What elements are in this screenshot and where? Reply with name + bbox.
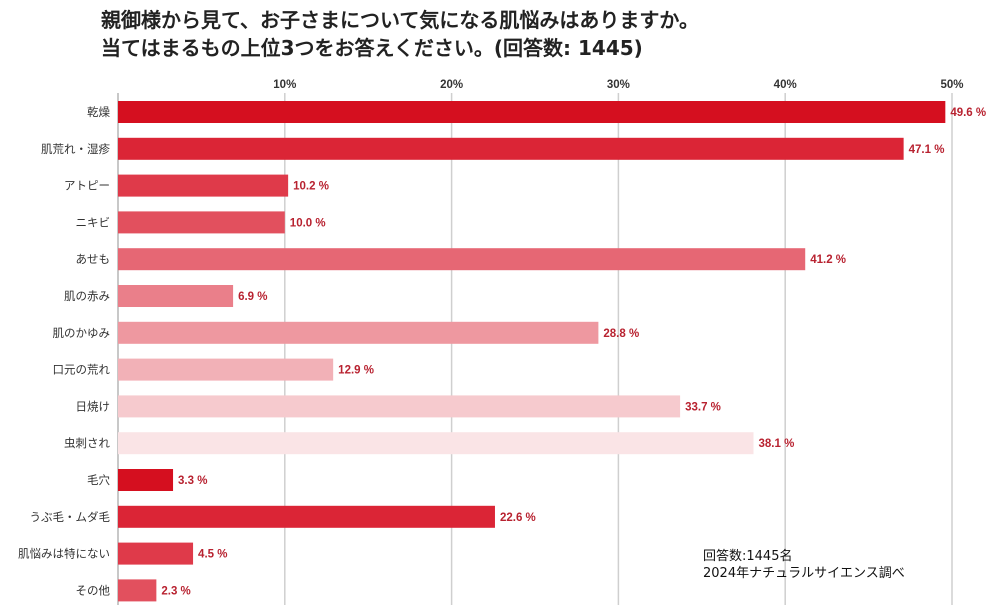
category-label-14: その他 <box>76 584 111 597</box>
footnote-source: 2024年ナチュラルサイエンス調べ <box>703 566 905 581</box>
category-label-2: 肌荒れ・湿疹 <box>41 142 110 156</box>
value-label-12: 22.6 % <box>500 512 536 524</box>
category-label-12: うぶ毛・ムダ毛 <box>30 510 111 524</box>
bar-1 <box>118 101 946 123</box>
x-tick-label: 40% <box>774 79 797 91</box>
category-label-6: 肌の赤み <box>64 290 110 303</box>
footnote: 回答数:1445名 2024年ナチュラルサイエンス調べ <box>703 548 905 582</box>
value-label-6: 6.9 % <box>238 291 267 303</box>
value-label-13: 4.5 % <box>198 549 227 561</box>
category-label-5: あせも <box>76 253 111 266</box>
bar-8 <box>118 358 334 381</box>
category-label-7: 肌のかゆみ <box>53 327 111 340</box>
bar-13 <box>118 542 194 565</box>
x-tick-label: 30% <box>607 79 630 91</box>
value-label-9: 33.7 % <box>685 401 721 413</box>
value-label-10: 38.1 % <box>759 438 795 450</box>
value-label-1: 49.6 % <box>950 107 986 119</box>
category-label-10: 虫刺され <box>64 437 110 450</box>
bar-14 <box>118 579 157 602</box>
value-label-3: 10.2 % <box>293 181 329 193</box>
chart-title-line-2: 当てはまるもの上位3つをお答えください。(回答数: 1445) <box>101 36 643 60</box>
value-label-5: 41.2 % <box>810 254 846 266</box>
value-label-2: 47.1 % <box>909 144 945 156</box>
x-tick-label: 10% <box>273 79 296 91</box>
value-label-14: 2.3 % <box>161 585 190 597</box>
value-label-11: 3.3 % <box>178 475 207 487</box>
bar-4 <box>118 211 285 234</box>
value-label-7: 28.8 % <box>603 328 639 340</box>
category-label-11: 毛穴 <box>87 473 110 487</box>
bar-2 <box>118 137 904 160</box>
footnote-respondents: 回答数:1445名 <box>703 549 793 564</box>
chart-title: 親御様から見て、お子さまについて気になる肌悩みはありますか。 当てはまるもの上位… <box>101 6 699 62</box>
bar-3 <box>118 174 289 197</box>
x-tick-label: 50% <box>940 79 963 91</box>
x-tick-label: 20% <box>440 79 463 91</box>
bar-6 <box>118 285 234 307</box>
category-label-9: 日焼け <box>76 400 111 413</box>
bar-11 <box>118 469 174 491</box>
category-label-13: 肌悩みは特にない <box>18 547 110 561</box>
category-label-4: ニキビ <box>76 216 111 229</box>
category-label-3: アトピー <box>64 180 110 193</box>
category-label-8: 口元の荒れ <box>53 364 111 377</box>
bar-7 <box>118 321 599 344</box>
bar-9 <box>118 395 681 418</box>
category-label-1: 乾燥 <box>87 106 110 119</box>
chart-title-line-1: 親御様から見て、お子さまについて気になる肌悩みはありますか。 <box>101 8 699 32</box>
bar-10 <box>118 432 754 455</box>
value-label-8: 12.9 % <box>338 365 374 377</box>
bar-12 <box>118 505 495 528</box>
bar-5 <box>118 248 806 271</box>
value-label-4: 10.0 % <box>290 217 326 229</box>
